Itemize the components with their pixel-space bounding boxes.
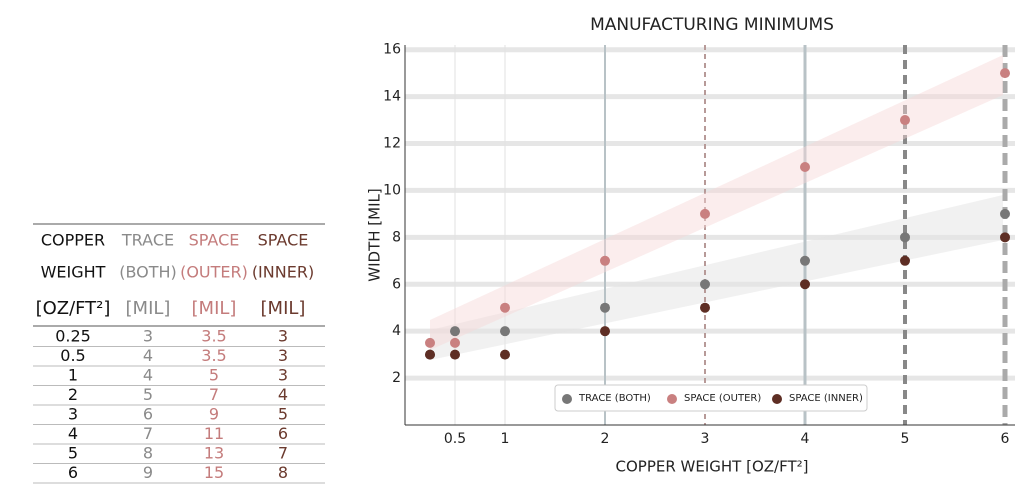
data-point (1000, 208, 1010, 219)
table-cell: 6 (278, 424, 288, 443)
chart-title: MANUFACTURING MINIMUMS (590, 15, 834, 35)
table-cell: 5 (278, 405, 288, 424)
table-cell: 3 (143, 327, 153, 346)
data-point (1000, 68, 1010, 79)
data-point (800, 279, 810, 290)
table-cell: 3 (278, 366, 288, 385)
data-point (600, 302, 610, 313)
data-point (700, 302, 710, 313)
trend-band (430, 195, 1003, 360)
table-cell: 3 (278, 327, 288, 346)
legend-label: SPACE (OUTER) (684, 393, 761, 404)
table-header: SPACE (189, 231, 240, 250)
x-tick-label: 5 (901, 431, 910, 447)
table-cell: 4 (143, 366, 153, 385)
legend-label: SPACE (INNER) (789, 393, 863, 404)
table-header: [MIL] (126, 298, 171, 319)
table-cell: 9 (209, 405, 219, 424)
data-point (425, 349, 435, 360)
table-cell: 15 (204, 463, 224, 482)
data-point (500, 349, 510, 360)
table-cell: 8 (143, 444, 153, 463)
x-tick-label: 1 (501, 431, 510, 447)
y-tick-label: 14 (383, 89, 401, 105)
table-cell: 5 (143, 385, 153, 404)
table-cell: 7 (278, 444, 288, 463)
data-point (600, 255, 610, 266)
data-point (600, 326, 610, 337)
legend-label: TRACE (BOTH) (578, 393, 651, 404)
legend-marker (772, 394, 782, 404)
data-point (450, 349, 460, 360)
x-tick-label: 6 (1001, 431, 1010, 447)
table-cell: 3.5 (201, 327, 226, 346)
y-tick-label: 12 (383, 136, 401, 152)
x-tick-label: 0.5 (444, 431, 466, 447)
table-header: (BOTH) (119, 263, 177, 282)
legend-box (554, 384, 868, 412)
table-header: [OZ/FT²] (36, 298, 111, 319)
table-cell: 6 (68, 463, 78, 482)
data-point (450, 326, 460, 337)
table-header: (INNER) (252, 263, 314, 282)
y-tick-label: 16 (383, 42, 401, 58)
legend-marker (562, 394, 572, 404)
x-tick-label: 3 (701, 431, 710, 447)
data-point (900, 232, 910, 243)
data-point (800, 161, 810, 172)
table-header: TRACE (121, 231, 174, 250)
table-cell: 0.25 (55, 327, 91, 346)
table-cell: 3 (68, 405, 78, 424)
y-axis-label: WIDTH [MIL] (366, 188, 384, 281)
data-point (700, 208, 710, 219)
y-tick-label: 2 (392, 370, 401, 386)
table-cell: 2 (68, 385, 78, 404)
x-tick-label: 4 (801, 431, 810, 447)
data-point (1000, 232, 1010, 243)
table-header: WEIGHT (41, 263, 106, 282)
table-cell: 3 (278, 346, 288, 365)
data-point (900, 255, 910, 266)
y-tick-label: 8 (392, 229, 401, 245)
x-tick-label: 2 (601, 431, 610, 447)
x-axis-label: COPPER WEIGHT [OZ/FT²] (616, 458, 809, 476)
table-cell: 6 (143, 405, 153, 424)
table-cell: 4 (143, 346, 153, 365)
data-point (500, 326, 510, 337)
data-point (700, 279, 710, 290)
table: COPPER TRACE SPACE SPACE WEIGHT (BOTH) (OUTER)… (33, 223, 325, 484)
table-cell: 9 (143, 463, 153, 482)
table-header: [MIL] (192, 298, 237, 319)
table-cell: 1 (68, 366, 78, 385)
table-cell: 4 (278, 385, 288, 404)
table-cell: 8 (278, 463, 288, 482)
legend-marker (667, 394, 677, 404)
table-header: COPPER (41, 231, 105, 250)
table-cell: 0.5 (60, 346, 85, 365)
data-point (425, 337, 435, 348)
table-header: SPACE (258, 231, 309, 250)
data-point (450, 337, 460, 348)
table-cell: 11 (204, 424, 224, 443)
chart: MANUFACTURING MINIMUMS COPPER WEIGHT [OZ… (366, 15, 1015, 476)
data-point (900, 115, 910, 126)
data-point (800, 255, 810, 266)
data-point (500, 302, 510, 313)
table-cell: 4 (68, 424, 78, 443)
y-tick-label: 4 (392, 323, 401, 339)
trend-band (430, 55, 1003, 350)
table-cell: 7 (143, 424, 153, 443)
table-cell: 3.5 (201, 346, 226, 365)
table-cell: 5 (68, 444, 78, 463)
table-header: [MIL] (261, 298, 306, 319)
y-tick-label: 10 (383, 182, 401, 198)
table-cell: 7 (209, 385, 219, 404)
table-cell: 5 (209, 366, 219, 385)
y-tick-label: 6 (392, 276, 401, 292)
table-header: (OUTER) (180, 263, 248, 282)
table-cell: 13 (204, 444, 224, 463)
